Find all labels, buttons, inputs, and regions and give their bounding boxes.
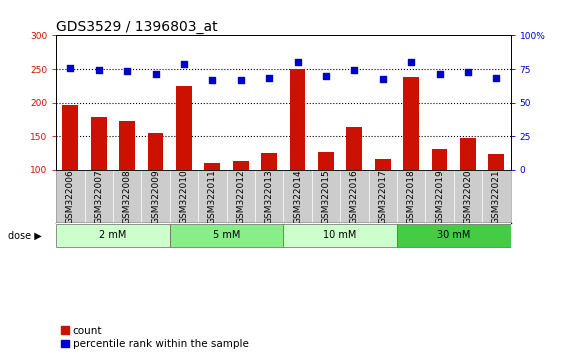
Text: GSM322012: GSM322012 xyxy=(236,169,245,224)
Bar xyxy=(375,159,390,170)
Bar xyxy=(397,224,511,247)
Bar xyxy=(432,149,447,170)
Point xyxy=(66,65,75,71)
Bar xyxy=(148,133,163,170)
Bar xyxy=(62,105,78,170)
Point xyxy=(293,59,302,64)
Text: GSM322008: GSM322008 xyxy=(123,169,132,224)
Point xyxy=(435,72,444,77)
Text: GSM322013: GSM322013 xyxy=(265,169,274,224)
Text: GSM322011: GSM322011 xyxy=(208,169,217,224)
Bar xyxy=(318,153,334,170)
Text: GSM322009: GSM322009 xyxy=(151,169,160,224)
Bar xyxy=(176,86,192,170)
Text: GSM322017: GSM322017 xyxy=(378,169,387,224)
Text: dose ▶: dose ▶ xyxy=(8,230,42,240)
Point xyxy=(378,76,387,82)
Bar xyxy=(56,224,169,247)
Text: 10 mM: 10 mM xyxy=(324,230,357,240)
Point xyxy=(94,67,103,73)
Text: GSM322015: GSM322015 xyxy=(321,169,330,224)
Text: 2 mM: 2 mM xyxy=(99,230,127,240)
Text: GSM322020: GSM322020 xyxy=(463,169,472,224)
Legend: count, percentile rank within the sample: count, percentile rank within the sample xyxy=(61,326,249,349)
Point xyxy=(151,71,160,76)
Bar xyxy=(91,118,107,170)
Text: GSM322021: GSM322021 xyxy=(492,169,501,224)
Bar xyxy=(489,154,504,170)
Text: GSM322007: GSM322007 xyxy=(94,169,103,224)
Bar xyxy=(403,77,419,170)
Bar xyxy=(169,224,283,247)
Text: GSM322019: GSM322019 xyxy=(435,169,444,224)
Bar xyxy=(119,121,135,170)
Bar xyxy=(283,224,397,247)
Text: GSM322014: GSM322014 xyxy=(293,169,302,224)
Bar xyxy=(233,161,249,170)
Point xyxy=(350,68,359,73)
Bar xyxy=(347,127,362,170)
Point xyxy=(208,77,217,82)
Point xyxy=(180,61,188,67)
Text: 5 mM: 5 mM xyxy=(213,230,240,240)
Text: GDS3529 / 1396803_at: GDS3529 / 1396803_at xyxy=(56,21,218,34)
Point xyxy=(265,76,274,81)
Point xyxy=(492,76,501,81)
Point xyxy=(321,74,330,79)
Text: 30 mM: 30 mM xyxy=(437,230,470,240)
Text: GSM322016: GSM322016 xyxy=(350,169,359,224)
Text: GSM322006: GSM322006 xyxy=(66,169,75,224)
Bar xyxy=(460,138,476,170)
Point xyxy=(123,68,132,74)
Bar xyxy=(289,69,305,170)
Bar xyxy=(261,153,277,170)
Bar xyxy=(205,162,220,170)
Point xyxy=(236,78,245,83)
Point xyxy=(407,59,416,65)
Text: GSM322018: GSM322018 xyxy=(407,169,416,224)
Point xyxy=(463,69,472,75)
Text: GSM322010: GSM322010 xyxy=(180,169,188,224)
